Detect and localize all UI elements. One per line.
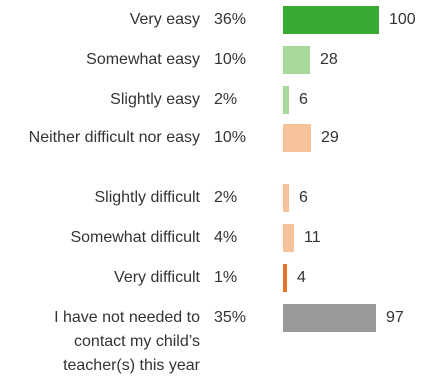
bar [283, 124, 311, 152]
bar [283, 264, 287, 292]
value-label: 6 [299, 91, 308, 108]
bar [283, 304, 376, 332]
category-label: Neither difficult nor easy [28, 129, 200, 146]
percent-label: 35% [214, 309, 247, 326]
category-label: Slightly difficult [94, 189, 200, 206]
value-label: 100 [389, 11, 416, 28]
value-label: 97 [386, 309, 404, 326]
category-label: Very easy [129, 11, 200, 28]
category-label: Somewhat easy [86, 51, 200, 68]
percent-label: 10% [214, 51, 247, 68]
percent-label: 2% [214, 91, 238, 108]
percent-label: 2% [214, 189, 238, 206]
bar [283, 224, 294, 252]
percent-label: 36% [214, 11, 247, 28]
bar [283, 86, 289, 114]
bar [283, 46, 310, 74]
bar [283, 6, 379, 34]
value-label: 6 [299, 189, 308, 206]
percent-label: 4% [214, 229, 238, 246]
category-label: Slightly easy [110, 91, 200, 108]
percent-label: 1% [214, 269, 238, 286]
value-label: 28 [320, 51, 338, 68]
category-label: Very difficult [114, 269, 200, 286]
value-label: 29 [321, 129, 339, 146]
value-label: 11 [304, 229, 321, 246]
bar [283, 184, 289, 212]
value-label: 4 [297, 269, 306, 286]
category-label: I have not needed to contact my child’s … [54, 309, 200, 374]
category-label: Somewhat difficult [70, 229, 200, 246]
percent-label: 10% [214, 129, 247, 146]
